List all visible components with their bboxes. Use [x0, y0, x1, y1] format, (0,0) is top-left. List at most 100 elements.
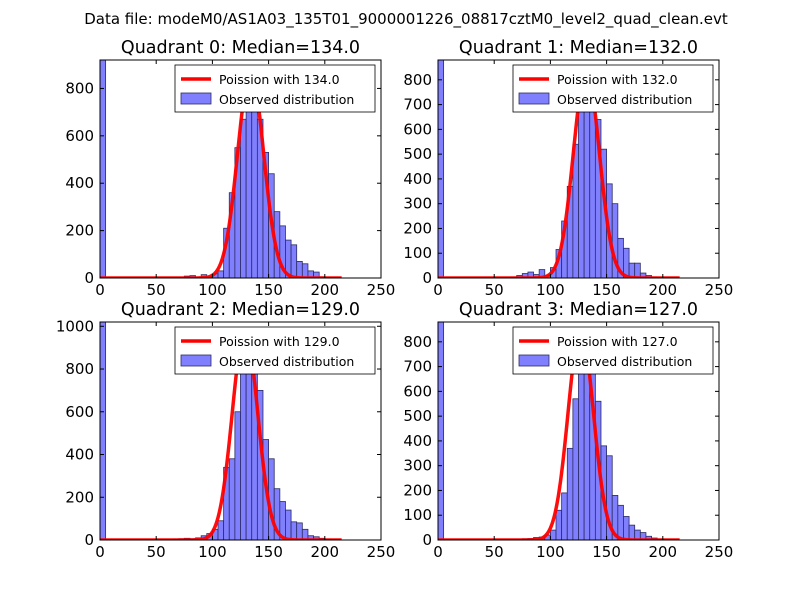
x-tick-label: 50: [485, 281, 504, 299]
histogram-bar: [296, 522, 303, 540]
histogram-bar: [578, 99, 585, 278]
y-tick-label: 300: [403, 457, 432, 475]
histogram-bar: [100, 60, 107, 278]
histogram-bars: [100, 60, 337, 278]
histogram-bar: [296, 261, 303, 278]
legend: Poission with 132.0 Observed distribution: [512, 64, 714, 113]
x-tick-label: 250: [705, 281, 734, 299]
y-tick-label: 600: [403, 120, 432, 138]
y-tick-label: 500: [403, 407, 432, 425]
panel-title: Quadrant 1: Median=132.0: [459, 38, 698, 58]
x-tick-label: 200: [310, 281, 339, 299]
histogram-bar: [634, 262, 641, 278]
y-tick-label: 300: [403, 195, 432, 213]
quadrant-2-panel: Quadrant 2: Median=129.0 0 50 100 150 200 250 0…: [56, 300, 396, 561]
y-tick-label: 200: [65, 488, 94, 506]
y-tick-label: 0: [422, 269, 432, 287]
figure-title: Data file: modeM0/AS1A03_135T01_90000012…: [84, 10, 728, 29]
legend-label-poisson: Poission with 134.0: [219, 72, 340, 87]
histogram-bar: [290, 244, 298, 278]
histogram-bar: [617, 504, 624, 540]
panel-title: Quadrant 0: Median=134.0: [121, 38, 360, 58]
histogram-bar: [623, 516, 630, 540]
y-tick-label: 100: [403, 244, 432, 262]
histogram-bar: [240, 118, 247, 278]
x-tick-label: 0: [95, 543, 105, 561]
legend-bar-swatch: [180, 92, 212, 105]
legend-label-observed: Observed distribution: [557, 354, 692, 369]
x-tick-label: 200: [648, 543, 677, 561]
axes-frame: [437, 59, 720, 279]
histogram-bar: [217, 270, 225, 278]
x-tick-label: 50: [147, 281, 166, 299]
x-tick-label: 150: [254, 281, 283, 299]
x-tick-label: 0: [95, 281, 105, 299]
x-tick-label: 0: [433, 543, 443, 561]
legend-bar-swatch: [180, 354, 212, 367]
histogram-bar: [583, 84, 591, 278]
y-tick-label: 400: [403, 170, 432, 188]
y-tick-label: 400: [403, 432, 432, 450]
y-tick-label: 600: [65, 127, 94, 145]
y-tick-label: 400: [65, 446, 94, 464]
legend: Poission with 129.0 Observed distribution: [174, 326, 376, 375]
legend: Poission with 127.0 Observed distribution: [512, 326, 714, 375]
histogram-bar: [234, 411, 241, 540]
y-tick-label: 400: [65, 174, 94, 192]
histogram-bar: [572, 398, 579, 540]
x-tick-label: 150: [254, 543, 283, 561]
x-tick-label: 100: [536, 543, 565, 561]
legend-label-observed: Observed distribution: [219, 92, 354, 107]
y-tick-label: 800: [403, 333, 432, 351]
legend-bar-swatch: [518, 92, 550, 105]
x-tick-label: 50: [485, 543, 504, 561]
quadrant-0-panel: Quadrant 0: Median=134.0 0 50 100 150 200 250 0…: [65, 38, 395, 299]
axes-frame: [437, 321, 720, 541]
y-tick-label: 0: [422, 531, 432, 549]
y-tick-label: 1000: [56, 317, 94, 335]
panel-title: Quadrant 2: Median=129.0: [121, 300, 360, 320]
histogram-bar: [240, 372, 247, 540]
y-tick-label: 200: [403, 481, 432, 499]
x-tick-label: 250: [705, 543, 734, 561]
y-tick-label: 100: [403, 506, 432, 524]
y-tick-label: 700: [403, 358, 432, 376]
histogram-bar: [217, 520, 225, 540]
legend-label-poisson: Poission with 127.0: [557, 334, 678, 349]
x-tick-label: 100: [198, 543, 227, 561]
x-tick-label: 100: [198, 281, 227, 299]
histogram-bar: [290, 521, 298, 540]
histogram-bar: [438, 60, 445, 278]
legend-label-poisson: Poission with 132.0: [557, 72, 678, 87]
legend-label-observed: Observed distribution: [219, 354, 354, 369]
x-tick-label: 0: [433, 281, 443, 299]
histogram-bar: [555, 509, 563, 540]
y-tick-label: 0: [84, 269, 94, 287]
histogram-bar: [301, 263, 309, 278]
x-tick-label: 50: [147, 543, 166, 561]
histogram-bar: [550, 529, 557, 540]
y-tick-label: 800: [403, 71, 432, 89]
y-tick-label: 600: [403, 382, 432, 400]
x-tick-label: 150: [592, 281, 621, 299]
histogram-bar: [228, 458, 236, 540]
quadrant-1-panel: Quadrant 1: Median=132.0 0 50 100 150 200 250 0…: [403, 38, 733, 299]
histogram-bar: [566, 447, 574, 540]
y-tick-label: 700: [403, 96, 432, 114]
histogram-bar: [561, 492, 568, 540]
x-tick-label: 250: [367, 543, 396, 561]
x-tick-label: 200: [310, 543, 339, 561]
legend-bar-swatch: [518, 354, 550, 367]
y-tick-label: 200: [403, 219, 432, 237]
x-tick-label: 200: [648, 281, 677, 299]
histogram-bar: [285, 509, 292, 540]
quadrant-3-panel: Quadrant 3: Median=127.0 0 50 100 150 200 250 0…: [403, 300, 733, 561]
histogram-bar: [578, 366, 585, 540]
legend-label-observed: Observed distribution: [557, 92, 692, 107]
x-tick-label: 100: [536, 281, 565, 299]
y-tick-label: 800: [65, 79, 94, 97]
y-tick-label: 500: [403, 145, 432, 163]
legend: Poission with 134.0 Observed distribution: [174, 64, 376, 113]
legend-label-poisson: Poission with 129.0: [219, 334, 340, 349]
